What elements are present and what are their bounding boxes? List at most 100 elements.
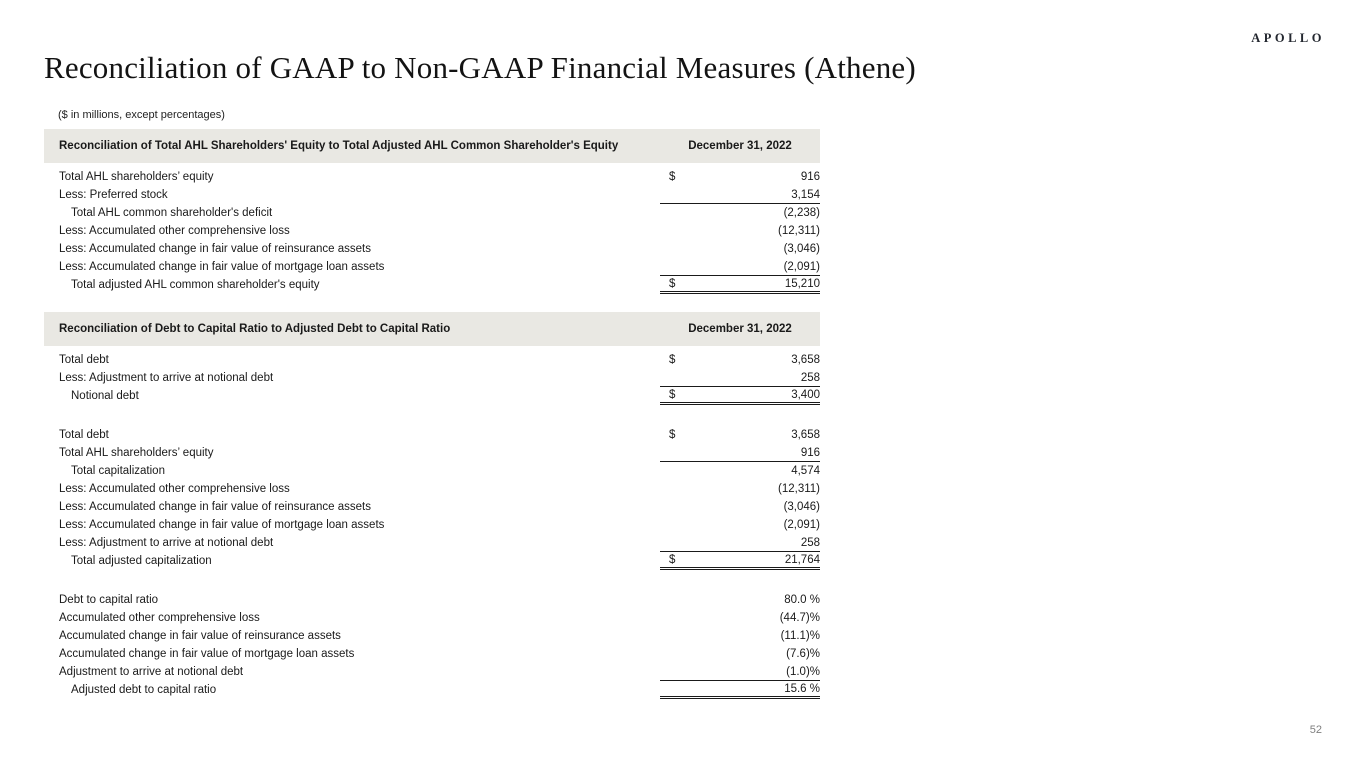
table-row: Accumulated change in fair value of mort… — [44, 645, 820, 663]
table-body: Total debt $3,658 Less: Adjustment to arri… — [44, 346, 820, 699]
row-label: Total capitalization — [71, 465, 165, 477]
table-row: Total debt $3,658 — [44, 351, 820, 369]
row-label: Less: Accumulated other comprehensive lo… — [59, 225, 290, 237]
row-value: 258 — [800, 371, 820, 384]
table-row: Adjustment to arrive at notional debt (1.… — [44, 663, 820, 681]
row-value: 4,574 — [791, 465, 820, 477]
row-value: (44.7)% — [779, 612, 820, 624]
table-body: Total AHL shareholders’ equity $916 Less: … — [44, 163, 820, 294]
table-row: Total AHL shareholders’ equity $916 — [44, 168, 820, 186]
row-amount-cell: (2,091) — [660, 258, 820, 276]
row-amount-cell: 4,574 — [660, 462, 820, 480]
table-row: Less: Accumulated change in fair value o… — [44, 258, 820, 276]
page-number: 52 — [1309, 724, 1322, 736]
page-title: Reconciliation of GAAP to Non-GAAP Finan… — [44, 50, 916, 85]
row-label: Total AHL shareholders’ equity — [59, 447, 214, 459]
row-label: Total adjusted AHL common shareholder's … — [71, 279, 320, 291]
row-label: Adjustment to arrive at notional debt — [59, 666, 244, 678]
table-row: Total adjusted AHL common shareholder's … — [44, 276, 820, 294]
table-row: Total adjusted capitalization $21,764 — [44, 552, 820, 570]
row-value: (11.1)% — [780, 630, 820, 642]
units-note: ($ in millions, except percentages) — [58, 109, 225, 121]
row-value: (12,311) — [778, 225, 820, 237]
dollar-sign: $ — [669, 429, 676, 441]
row-value: (3,046) — [783, 243, 820, 255]
row-label: Accumulated other comprehensive loss — [59, 612, 260, 624]
row-value: 15.6 % — [784, 682, 820, 695]
row-label: Adjusted debt to capital ratio — [71, 684, 217, 696]
row-label: Less: Accumulated other comprehensive lo… — [59, 483, 290, 495]
table-row: Less: Adjustment to arrive at notional d… — [44, 369, 820, 387]
table-header-label: Reconciliation of Total AHL Shareholders… — [59, 140, 619, 152]
row-amount-cell: (3,046) — [660, 498, 820, 516]
row-amount-cell: (12,311) — [660, 222, 820, 240]
row-value: (3,046) — [783, 501, 820, 513]
table-row: Debt to capital ratio 80.0 % — [44, 591, 820, 609]
row-label: Debt to capital ratio — [59, 594, 159, 606]
table-row: Total capitalization 4,574 — [44, 462, 820, 480]
row-amount-cell: (7.6)% — [660, 645, 820, 663]
row-value: 916 — [800, 171, 820, 183]
table-row: Total debt $3,658 — [44, 426, 820, 444]
table-header-label: Reconciliation of Debt to Capital Ratio … — [59, 323, 451, 335]
row-amount-cell: $916 — [660, 168, 820, 186]
row-value: (7.6)% — [786, 648, 820, 660]
table-row: Accumulated change in fair value of rein… — [44, 627, 820, 645]
row-label: Total debt — [59, 354, 109, 366]
table-row: Less: Accumulated other comprehensive lo… — [44, 222, 820, 240]
row-label: Total AHL common shareholder's deficit — [71, 207, 273, 219]
tables: Reconciliation of Total AHL Shareholders… — [44, 129, 820, 699]
row-value: 258 — [800, 536, 820, 549]
dollar-sign: $ — [669, 553, 676, 566]
dollar-sign: $ — [669, 277, 676, 290]
row-label: Total AHL shareholders’ equity — [59, 171, 214, 183]
row-amount-cell: $21,764 — [660, 552, 820, 570]
row-amount-cell: (44.7)% — [660, 609, 820, 627]
row-amount-cell: 80.0 % — [660, 591, 820, 609]
table-row: Less: Adjustment to arrive at notional d… — [44, 534, 820, 552]
row-amount-cell: 258 — [660, 369, 820, 387]
row-amount-cell: 258 — [660, 534, 820, 552]
row-amount-cell: (2,238) — [660, 204, 820, 222]
apollo-logo: APOLLO — [1251, 31, 1325, 45]
row-value: 15,210 — [784, 277, 820, 290]
row-value: (2,091) — [783, 519, 820, 531]
reconciliation-table-1: Reconciliation of Total AHL Shareholders… — [44, 129, 820, 294]
row-label: Less: Accumulated change in fair value o… — [59, 519, 385, 531]
row-amount-cell: $3,658 — [660, 426, 820, 444]
row-label: Less: Accumulated change in fair value o… — [59, 261, 385, 273]
row-label: Less: Adjustment to arrive at notional d… — [59, 372, 274, 384]
row-value: 3,658 — [791, 429, 820, 441]
spacer-row — [44, 570, 820, 591]
row-amount-cell: 15.6 % — [660, 681, 820, 699]
row-amount-cell: 3,154 — [660, 186, 820, 204]
row-label: Accumulated change in fair value of mort… — [59, 648, 355, 660]
row-amount-cell: $15,210 — [660, 276, 820, 294]
spacer-row — [44, 405, 820, 426]
row-value: (1.0)% — [786, 665, 820, 678]
dollar-sign: $ — [669, 388, 676, 401]
row-label: Less: Accumulated change in fair value o… — [59, 501, 371, 513]
dollar-sign: $ — [669, 354, 676, 366]
row-amount-cell: 916 — [660, 444, 820, 462]
table-header-row: Reconciliation of Total AHL Shareholders… — [44, 129, 820, 163]
row-amount-cell: $3,400 — [660, 387, 820, 405]
table-row: Adjusted debt to capital ratio 15.6 % — [44, 681, 820, 699]
row-value: (2,238) — [783, 207, 820, 219]
row-amount-cell: (11.1)% — [660, 627, 820, 645]
row-label: Total adjusted capitalization — [71, 555, 212, 567]
table-row: Less: Accumulated other comprehensive lo… — [44, 480, 820, 498]
dollar-sign: $ — [669, 171, 676, 183]
row-amount-cell: $3,658 — [660, 351, 820, 369]
table-header-row: Reconciliation of Debt to Capital Ratio … — [44, 312, 820, 346]
row-value: 916 — [800, 446, 820, 459]
row-amount-cell: (1.0)% — [660, 663, 820, 681]
table-row: Total AHL common shareholder's deficit (2… — [44, 204, 820, 222]
row-value: 3,400 — [791, 388, 820, 401]
row-amount-cell: (12,311) — [660, 480, 820, 498]
row-value: 80.0 % — [784, 594, 820, 606]
row-label: Less: Preferred stock — [59, 189, 168, 201]
table-row: Accumulated other comprehensive loss (44.… — [44, 609, 820, 627]
row-label: Notional debt — [71, 390, 139, 402]
